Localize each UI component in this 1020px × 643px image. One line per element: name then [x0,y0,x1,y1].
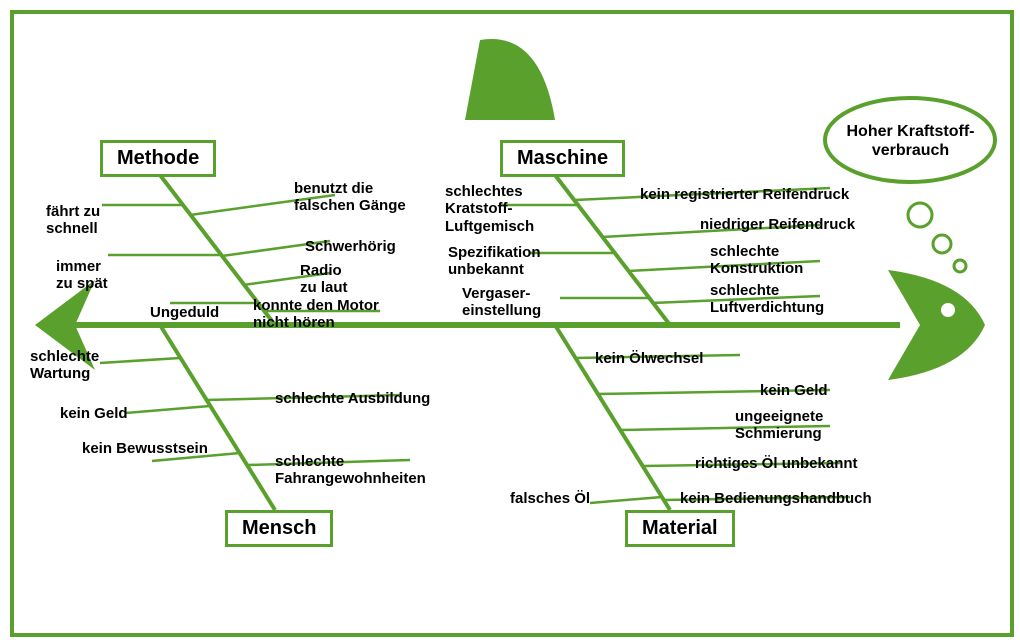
cause-material-0: kein Ölwechsel [595,350,703,367]
cause-maschine-5: schlechte Konstruktion [710,243,803,278]
category-mensch: Mensch [225,510,333,547]
fishbone-svg [0,0,1020,643]
cause-maschine-4: niedriger Reifendruck [700,216,855,233]
cause-methode-5: Radio zu laut [300,262,348,297]
cause-methode-6: konnte den Motor nicht hören [253,297,379,332]
cause-methode-0: fährt zu schnell [46,203,100,238]
cause-mensch-0: schlechte Wartung [30,348,99,383]
cause-maschine-3: kein registrierter Reifendruck [640,186,849,203]
cause-material-2: ungeeignete Schmierung [735,408,823,443]
effect-text-line1: Hoher Kraftstoff- verbrauch [847,123,975,159]
effect-label: Hoher Kraftstoff- verbrauch [838,122,983,160]
cause-maschine-1: Spezifikation unbekannt [448,244,541,279]
category-material-label: Material [642,517,718,539]
category-material: Material [625,510,735,547]
cause-methode-3: benutzt die falschen Gänge [294,180,406,215]
cause-methode-1: immer zu spät [56,258,108,293]
category-methode-label: Methode [117,147,199,169]
cause-maschine-0: schlechtes Kratstoff- Luftgemisch [445,183,534,235]
cause-methode-2: Ungeduld [150,304,219,321]
cause-material-3: richtiges Öl unbekannt [695,455,858,472]
cause-maschine-6: schlechte Luftverdichtung [710,282,824,317]
category-mensch-label: Mensch [242,517,316,539]
cause-material-1: kein Geld [760,382,828,399]
category-maschine: Maschine [500,140,625,177]
cause-mensch-3: schlechte Ausbildung [275,390,430,407]
cause-mensch-1: kein Geld [60,405,128,422]
cause-material-5: kein Bedienungshandbuch [680,490,872,507]
cause-maschine-2: Vergaser- einstellung [462,285,541,320]
cause-mensch-4: schlechte Fahrangewohnheiten [275,453,426,488]
category-methode: Methode [100,140,216,177]
cause-mensch-2: kein Bewusstsein [82,440,208,457]
cause-material-4: falsches Öl [510,490,590,507]
category-maschine-label: Maschine [517,147,608,169]
cause-methode-4: Schwerhörig [305,238,396,255]
